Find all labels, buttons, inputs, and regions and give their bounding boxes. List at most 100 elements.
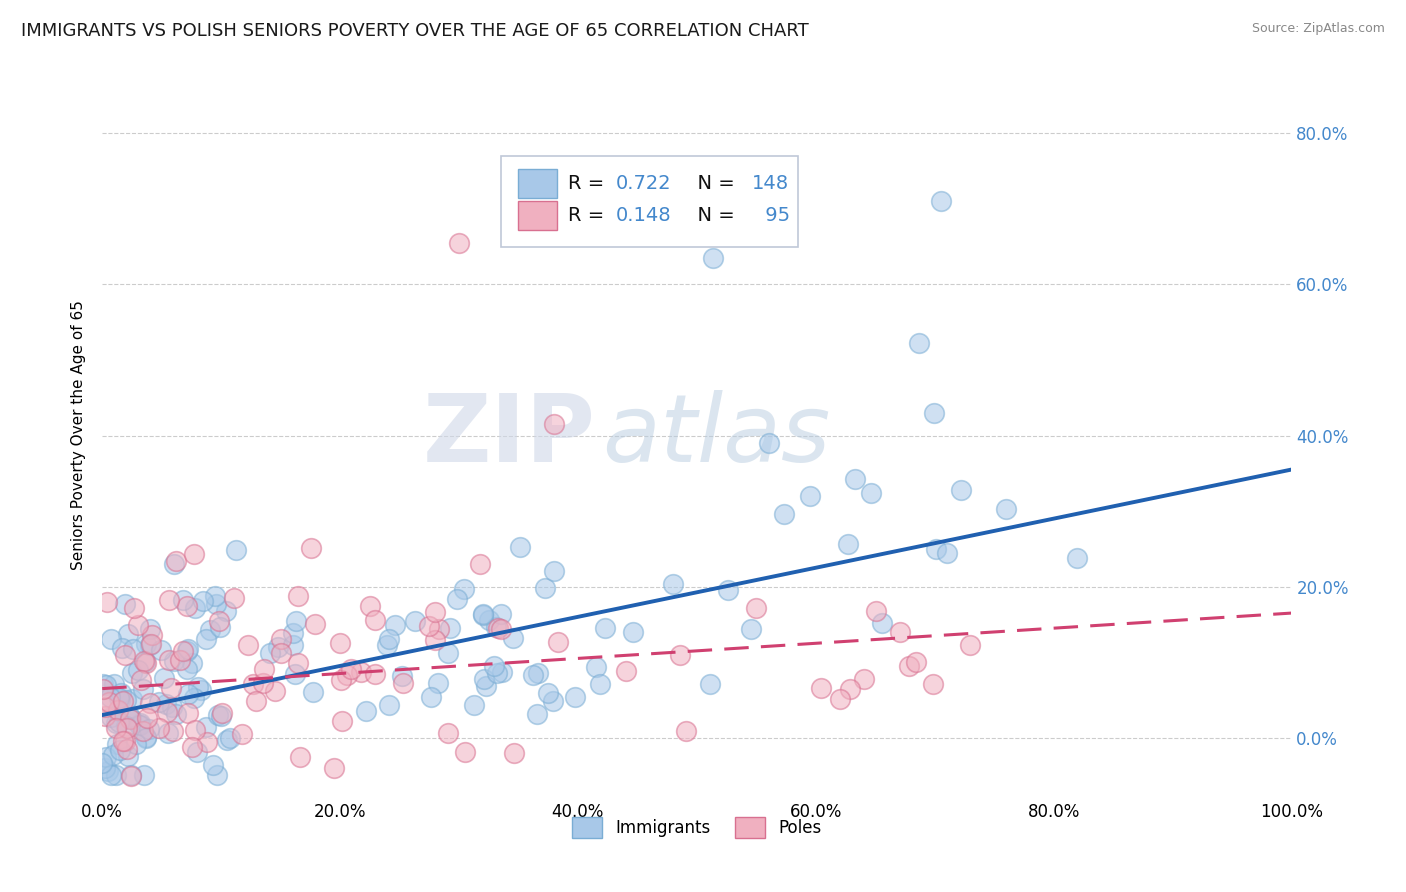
Legend: Immigrants, Poles: Immigrants, Poles	[565, 811, 828, 844]
Point	[104, 716, 127, 731]
Point	[120, 712, 142, 726]
Point	[183, 723, 205, 737]
Point	[132, 654, 155, 668]
Point	[139, 638, 162, 652]
Point	[114, 597, 136, 611]
Text: 95: 95	[759, 206, 790, 226]
Point	[446, 592, 468, 607]
FancyBboxPatch shape	[501, 156, 799, 247]
Point	[585, 660, 607, 674]
Point	[420, 690, 443, 704]
Point	[110, 743, 132, 757]
Point	[183, 548, 205, 562]
Point	[224, 591, 246, 605]
Text: ZIP: ZIP	[423, 390, 596, 482]
Point	[209, 709, 232, 723]
Point	[593, 621, 616, 635]
Point	[745, 601, 768, 615]
Text: R =: R =	[568, 206, 610, 226]
Point	[129, 673, 152, 687]
Point	[205, 597, 228, 611]
Point	[364, 667, 387, 681]
Text: 148: 148	[752, 175, 789, 194]
Point	[491, 665, 513, 679]
Point	[205, 768, 228, 782]
Point	[588, 677, 610, 691]
Point	[180, 656, 202, 670]
Point	[115, 742, 138, 756]
Point	[96, 595, 118, 609]
Text: N =: N =	[685, 175, 741, 194]
Point	[564, 690, 586, 704]
Point	[135, 710, 157, 724]
Point	[502, 746, 524, 760]
Point	[623, 624, 645, 639]
Point	[209, 619, 232, 633]
Point	[304, 617, 326, 632]
Point	[860, 486, 883, 500]
Point	[263, 684, 285, 698]
Point	[157, 653, 180, 667]
Point	[197, 735, 219, 749]
Point	[921, 677, 943, 691]
Point	[100, 768, 122, 782]
Point	[103, 677, 125, 691]
Point	[160, 681, 183, 695]
Point	[418, 619, 440, 633]
Point	[425, 605, 447, 619]
Point	[354, 704, 377, 718]
Point	[165, 554, 187, 568]
Point	[94, 699, 117, 714]
Point	[699, 676, 721, 690]
Point	[190, 683, 212, 698]
Point	[491, 607, 513, 622]
Point	[135, 656, 157, 670]
Point	[259, 647, 281, 661]
Point	[125, 737, 148, 751]
Point	[163, 655, 186, 669]
Point	[138, 722, 160, 736]
Point	[115, 719, 138, 733]
Point	[281, 626, 304, 640]
Point	[176, 661, 198, 675]
Point	[547, 635, 569, 649]
Point	[359, 599, 381, 613]
Point	[132, 723, 155, 738]
Point	[135, 731, 157, 745]
Point	[122, 641, 145, 656]
Text: IMMIGRANTS VS POLISH SENIORS POVERTY OVER THE AGE OF 65 CORRELATION CHART: IMMIGRANTS VS POLISH SENIORS POVERTY OVE…	[21, 22, 808, 40]
Point	[270, 632, 292, 647]
Point	[471, 607, 494, 621]
Point	[543, 564, 565, 578]
Point	[898, 658, 921, 673]
Point	[177, 687, 200, 701]
FancyBboxPatch shape	[519, 169, 557, 198]
Point	[181, 739, 204, 754]
Point	[139, 623, 162, 637]
Point	[177, 706, 200, 720]
Point	[668, 648, 690, 663]
Point	[799, 489, 821, 503]
Point	[377, 632, 399, 646]
Point	[439, 621, 461, 635]
Point	[128, 718, 150, 732]
Point	[120, 711, 142, 725]
Point	[378, 698, 401, 713]
Point	[931, 194, 953, 209]
Point	[527, 665, 550, 680]
Point	[184, 601, 207, 615]
Point	[447, 235, 470, 250]
Point	[107, 704, 129, 718]
Point	[384, 618, 406, 632]
Point	[463, 698, 485, 712]
Point	[472, 672, 495, 686]
Point	[103, 747, 125, 762]
Point	[176, 644, 198, 658]
Point	[162, 723, 184, 738]
Point	[225, 543, 247, 558]
Point	[118, 712, 141, 726]
Point	[489, 622, 512, 636]
Text: atlas: atlas	[602, 390, 830, 481]
Point	[208, 614, 231, 628]
Point	[141, 628, 163, 642]
